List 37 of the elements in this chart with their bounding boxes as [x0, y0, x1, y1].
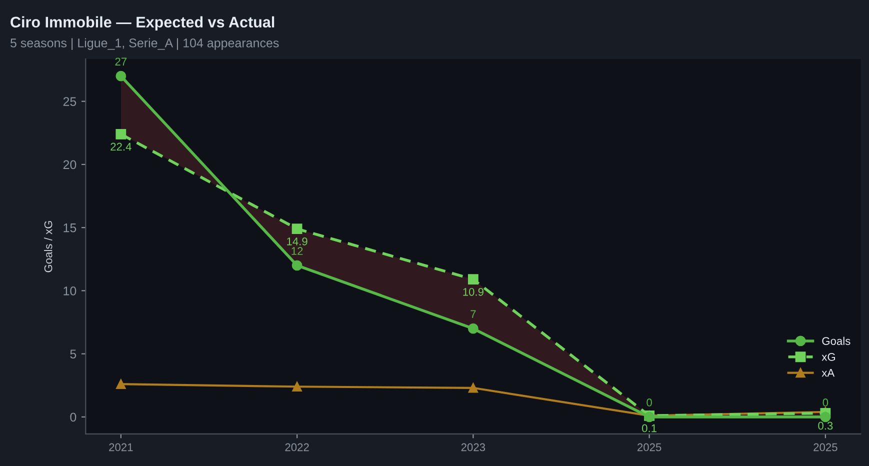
legend-label: Goals: [822, 336, 850, 345]
y-tick-label: 0: [70, 412, 76, 422]
point: [468, 323, 478, 334]
data-label: 0.1: [642, 424, 656, 432]
point: [116, 379, 126, 389]
x-tick-label: 2021: [109, 443, 133, 452]
x-tick-label: 2025: [638, 443, 662, 452]
data-label: 12: [292, 247, 303, 255]
data-label: 0.3: [818, 422, 833, 430]
point: [116, 128, 126, 140]
legend-label: xA: [822, 369, 835, 377]
chart-subtitle: 5 seasons | Ligue_1, Serie_A | 104 appearances: [10, 38, 279, 50]
x-tick-label: 2022: [285, 443, 309, 452]
data-label: 14.9: [287, 237, 308, 246]
x-tick-label: 2025: [814, 443, 838, 452]
y-tick-label: 5: [70, 350, 76, 358]
data-label: 22.4: [110, 142, 132, 151]
data-label: 10.9: [463, 288, 484, 296]
point: [820, 412, 831, 422]
point: [468, 274, 478, 285]
legend-label: xG: [822, 353, 835, 361]
point: [292, 224, 302, 234]
y-tick-label: 10: [64, 286, 76, 296]
point: [292, 382, 302, 392]
point: [468, 383, 478, 393]
y-tick-label: 25: [63, 97, 76, 106]
data-label: 0: [822, 398, 828, 406]
data-label: 0: [646, 398, 652, 406]
data-label: 27: [115, 58, 127, 66]
y-tick-label: 20: [63, 160, 76, 170]
x-tick-label: 2023: [461, 443, 486, 452]
y-axis-title: Goals / xG: [44, 221, 52, 272]
chart-title: Ciro Immobile — Expected vs Actual: [10, 16, 274, 31]
point: [116, 70, 126, 82]
data-label: 7: [470, 310, 476, 318]
point: [292, 260, 302, 271]
y-tick-label: 15: [64, 224, 76, 232]
